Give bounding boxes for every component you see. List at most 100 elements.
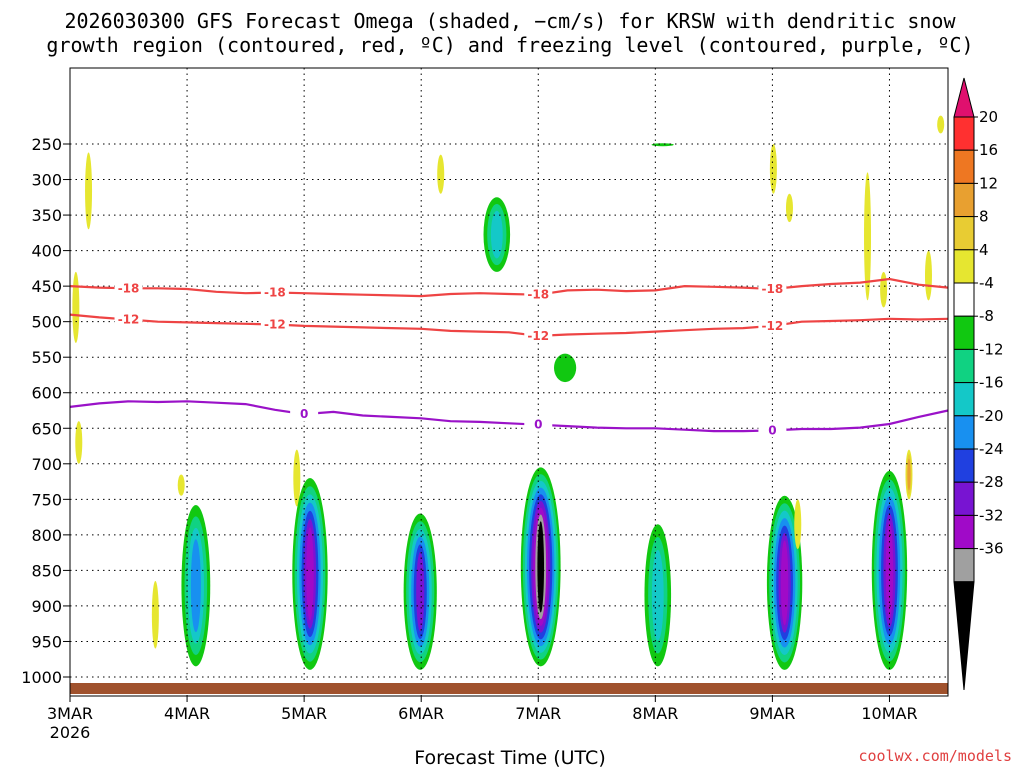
- contour-label-bg: [114, 311, 143, 327]
- contour-label: -18: [527, 288, 549, 302]
- colorbar-label: 4: [979, 241, 989, 259]
- isotherm-contours: -18 -18 -18 -18 -12 -12 -12 -12 0 0 0: [69, 277, 949, 438]
- y-tick-label: 750: [31, 490, 62, 509]
- omega-cell-shading: [553, 353, 577, 383]
- contour-label: -18: [264, 286, 286, 300]
- omega-cell-shading: [907, 458, 911, 491]
- y-tick-label: 500: [31, 313, 62, 332]
- colorbar-segment: [953, 348, 975, 384]
- y-tick-label: 250: [31, 135, 62, 154]
- x-tick-sublabel: 2026: [50, 723, 91, 742]
- omega-cell-shading: [306, 527, 314, 621]
- y-tick-label: 550: [31, 348, 62, 367]
- colorbar-label: 16: [979, 141, 998, 159]
- omega-cell-shading: [864, 172, 872, 301]
- colorbar-label: -36: [979, 540, 1004, 558]
- omega-cell-shading: [416, 552, 425, 632]
- contour-label: -12: [762, 319, 784, 333]
- colorbar-segment: [953, 249, 975, 284]
- colorbar-segment: [953, 149, 975, 184]
- colorbar-label: -8: [979, 307, 994, 325]
- omega-cell-shading: [769, 144, 777, 194]
- y-tick-label: 650: [31, 419, 62, 438]
- chart-title-line1: 2026030300 GFS Forecast Omega (shaded, −…: [64, 9, 956, 33]
- y-tick-label: 1000: [21, 668, 62, 687]
- omega-cell-shading: [937, 115, 945, 134]
- y-tick-label: 800: [31, 526, 62, 545]
- omega-cell-shading: [490, 210, 503, 259]
- y-tick-label: 450: [31, 277, 62, 296]
- omega-cell-shading: [151, 581, 159, 649]
- omega-cell-shading: [785, 193, 793, 223]
- colorbar: 20 16 12 8 4 -4 -8 -12 -16 -20 -24 -28 -32 -36: [953, 77, 1004, 691]
- plot-frame: [69, 67, 949, 697]
- contour-label: -18: [762, 282, 784, 296]
- omega-shading-layer: [72, 115, 945, 670]
- omega-cell-shading: [437, 154, 445, 194]
- colorbar-segment: [953, 514, 975, 550]
- colorbar-label: 8: [979, 208, 989, 226]
- x-tick-label: 5MAR: [281, 704, 327, 723]
- pressure-gridlines: [70, 143, 948, 678]
- colorbar-segment: [953, 548, 975, 583]
- x-tick-label: 4MAR: [164, 704, 210, 723]
- colorbar-segment: [953, 216, 975, 251]
- colorbar-bottom-arrow: [953, 581, 975, 691]
- contour-line--18: [69, 277, 949, 298]
- contour-label-bg: [758, 280, 787, 296]
- omega-cell-shading: [651, 143, 674, 147]
- colorbar-segment: [953, 116, 975, 151]
- colorbar-top-arrow: [953, 77, 975, 118]
- colorbar-label: -20: [979, 407, 1004, 425]
- omega-cell-shading: [885, 521, 894, 619]
- omega-cell-shading: [537, 521, 545, 613]
- colorbar-segment: [953, 315, 975, 350]
- chart-title-line2: growth region (contoured, red, ºC) and f…: [46, 33, 973, 57]
- contour-label: 0: [300, 407, 308, 421]
- credit-url: coolwx.com/models: [858, 747, 1012, 765]
- y-tick-label: 300: [31, 171, 62, 190]
- omega-cell-shading: [880, 271, 888, 308]
- contour-line--12: [69, 313, 949, 338]
- colorbar-label: -12: [979, 340, 1004, 358]
- omega-cell-shading: [85, 152, 93, 230]
- omega-cell-shading: [794, 499, 802, 550]
- contour-label: -12: [264, 318, 286, 332]
- omega-cell-shading: [293, 449, 301, 507]
- x-tick-label: 10MAR: [861, 704, 917, 723]
- x-tick-label: 3MAR: [47, 704, 93, 723]
- contour-label-bg: [524, 327, 553, 343]
- y-tick-label: 850: [31, 561, 62, 580]
- colorbar-segment: [953, 382, 975, 417]
- contour-label-bg: [524, 286, 553, 302]
- omega-cell-shading: [75, 421, 83, 464]
- omega-cell-shading: [651, 549, 664, 641]
- colorbar-label: -24: [979, 440, 1004, 458]
- contour-label: 0: [768, 423, 776, 437]
- contour-label-bg: [260, 316, 289, 332]
- contour-label: -18: [118, 281, 140, 295]
- contour-label-bg: [260, 284, 289, 300]
- contour-line-0: [69, 400, 949, 433]
- contour-label-bg: [758, 317, 787, 333]
- omega-cell-shading: [924, 250, 932, 301]
- colorbar-segment: [953, 182, 975, 218]
- x-tick-label: 8MAR: [632, 704, 678, 723]
- y-axis: 250 300 350 400 450 500 550 600 650 700 750 800 850 9…: [21, 135, 70, 687]
- x-tick-label: 6MAR: [398, 704, 444, 723]
- y-tick-label: 350: [31, 206, 62, 225]
- contour-label: -12: [527, 329, 549, 343]
- colorbar-label: -28: [979, 473, 1004, 491]
- y-tick-label: 950: [31, 632, 62, 651]
- y-tick-label: 600: [31, 384, 62, 403]
- contour-label-bg: [290, 406, 319, 422]
- contour-label: 0: [534, 418, 542, 432]
- colorbar-segment: [953, 282, 975, 317]
- y-tick-label: 700: [31, 455, 62, 474]
- x-tick-label: 7MAR: [515, 704, 561, 723]
- colorbar-segment: [953, 415, 975, 450]
- contour-label-bg: [524, 416, 553, 432]
- colorbar-label: -32: [979, 506, 1004, 524]
